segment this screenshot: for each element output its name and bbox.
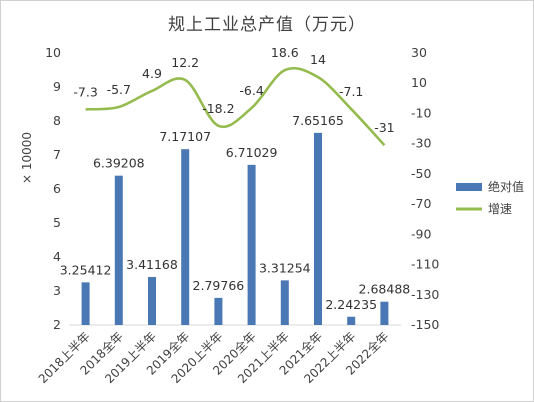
y-left-tick-label: 2 <box>53 317 61 332</box>
bar-value-label: 2.79766 <box>193 278 245 293</box>
bar-value-label: 3.25412 <box>60 262 112 277</box>
y-right-tick-label: -30 <box>411 136 431 151</box>
growth-value-label: 4.9 <box>142 66 162 81</box>
y-left-tick-label: 4 <box>53 249 61 264</box>
growth-value-label: 14 <box>310 52 326 67</box>
growth-value-label: -7.3 <box>73 84 97 99</box>
growth-value-label: -18.2 <box>202 101 234 116</box>
y-left-tick-label: 6 <box>53 181 61 196</box>
y-right-tick-label: -70 <box>411 196 431 211</box>
y-right-tick-label: 30 <box>411 45 427 60</box>
growth-value-label: -6.4 <box>239 83 263 98</box>
bar <box>347 316 356 325</box>
growth-value-label: 18.6 <box>271 45 299 60</box>
bar-series <box>81 132 389 325</box>
bar <box>247 164 256 325</box>
bar <box>81 282 90 325</box>
y-left-tick-label: 7 <box>53 147 61 162</box>
bar-value-label: 6.39208 <box>93 156 145 171</box>
bar-value-label: 3.41168 <box>126 257 178 272</box>
bar-value-label: 7.65165 <box>292 113 344 128</box>
growth-value-label: -31 <box>374 120 394 135</box>
bar-value-label: 2.68488 <box>359 282 411 297</box>
y-right-tick-label: -150 <box>411 317 439 332</box>
line-series <box>85 66 386 147</box>
data-labels: 3.25412 6.39208 3.41168 7.17107 2.79766 6.710… <box>60 45 411 312</box>
growth-line <box>85 66 386 147</box>
x-category-label: 2018上半年 <box>36 329 93 386</box>
growth-value-label: -7.1 <box>339 84 363 99</box>
y-left-tick-label: 5 <box>53 215 61 230</box>
y-right-tick-label: -130 <box>411 287 439 302</box>
chart-title: 规上工业总产值（万元） <box>168 15 366 35</box>
y-right-tick-label: -110 <box>411 257 439 272</box>
bar <box>314 132 322 325</box>
y-right-tick-label: -50 <box>411 166 431 181</box>
y-right-tick-label: -90 <box>411 226 431 241</box>
legend-bar-label: 绝对值 <box>488 179 524 194</box>
growth-value-label: -5.7 <box>107 82 131 97</box>
bar <box>380 301 389 325</box>
bar <box>181 149 190 325</box>
growth-value-label: 12.2 <box>171 55 199 70</box>
bar-value-label: 3.31254 <box>259 260 311 275</box>
y-left-tick-label: 9 <box>53 79 61 94</box>
legend-bar-swatch <box>456 183 482 191</box>
bar <box>214 297 223 325</box>
legend-line-label: 增速 <box>488 202 512 216</box>
bar-value-label: 6.71029 <box>226 145 278 160</box>
bar <box>148 277 156 325</box>
y-axis-label: × 10000 <box>20 132 34 184</box>
bar-value-label: 7.17107 <box>159 129 211 144</box>
bar-value-label: 2.24235 <box>325 297 377 312</box>
y-right-tick-label: -10 <box>411 105 431 120</box>
y-left-tick-label: 8 <box>53 113 61 128</box>
bar <box>280 280 289 325</box>
y-left-tick-label: 10 <box>45 45 61 60</box>
y-left-tick-label: 3 <box>53 283 61 298</box>
bar <box>114 175 123 325</box>
y-right-tick-label: 10 <box>411 75 427 90</box>
